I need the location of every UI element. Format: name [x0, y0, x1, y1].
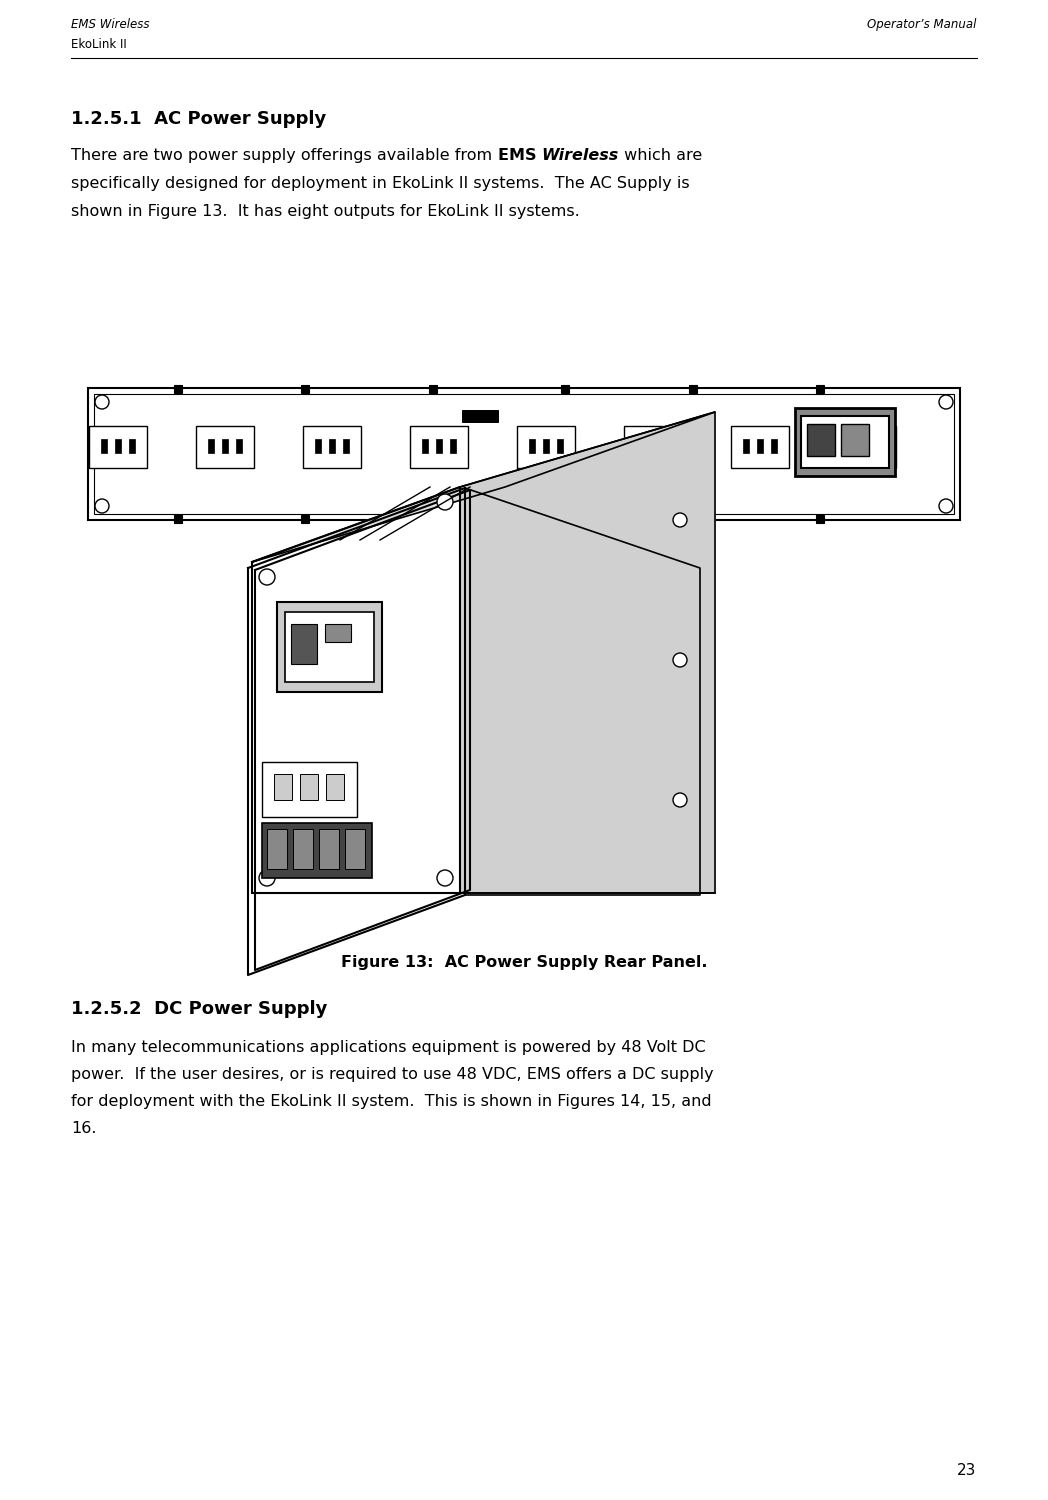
Bar	[689, 514, 697, 523]
Bar	[840, 424, 869, 456]
Bar	[877, 440, 883, 453]
Bar	[462, 410, 498, 422]
Bar	[850, 440, 855, 453]
Text: EMS: EMS	[498, 148, 542, 164]
Text: EkoLink II: EkoLink II	[71, 38, 127, 51]
Bar	[222, 440, 227, 453]
Text: Figure 13:  AC Power Supply Rear Panel.: Figure 13: AC Power Supply Rear Panel.	[341, 956, 707, 970]
Bar	[196, 426, 254, 468]
Circle shape	[673, 652, 687, 668]
Bar	[517, 426, 574, 468]
Bar	[301, 514, 309, 523]
Bar	[101, 440, 107, 453]
Bar	[816, 386, 824, 393]
Bar	[274, 774, 292, 800]
Bar	[325, 624, 351, 642]
Bar	[543, 440, 549, 453]
Circle shape	[939, 500, 953, 513]
Text: OUTPUT: OUTPUT	[464, 416, 496, 422]
Bar	[326, 774, 344, 800]
Bar	[293, 830, 313, 868]
Text: specifically designed for deployment in EkoLink II systems.  The AC Supply is: specifically designed for deployment in …	[71, 176, 690, 190]
Bar	[429, 386, 437, 393]
Text: for deployment with the EkoLink II system.  This is shown in Figures 14, 15, and: for deployment with the EkoLink II syste…	[71, 1094, 712, 1108]
Bar	[730, 426, 788, 468]
Bar	[410, 426, 467, 468]
Bar	[807, 424, 835, 456]
Bar	[343, 440, 349, 453]
Bar	[94, 394, 954, 514]
Polygon shape	[248, 488, 465, 975]
Circle shape	[939, 394, 953, 410]
Bar	[663, 440, 670, 453]
Bar	[319, 830, 339, 868]
Bar	[837, 426, 896, 468]
Bar	[329, 440, 335, 453]
Bar	[314, 440, 321, 453]
Bar	[650, 440, 656, 453]
Polygon shape	[460, 413, 715, 892]
Circle shape	[437, 870, 453, 886]
Bar	[421, 440, 428, 453]
Circle shape	[673, 513, 687, 526]
Bar	[291, 624, 316, 664]
Bar	[561, 386, 569, 393]
Circle shape	[95, 500, 109, 513]
Text: 16.: 16.	[71, 1120, 96, 1136]
Circle shape	[437, 494, 453, 510]
Bar	[89, 426, 147, 468]
Bar	[208, 440, 214, 453]
Text: shown in Figure 13.  It has eight outputs for EkoLink II systems.: shown in Figure 13. It has eight outputs…	[71, 204, 580, 219]
Polygon shape	[465, 488, 700, 896]
Bar	[174, 386, 182, 393]
Text: Wireless: Wireless	[542, 148, 619, 164]
Text: Operator’s Manual: Operator’s Manual	[868, 18, 977, 32]
Bar	[236, 440, 242, 453]
Text: 1.2.5.2  DC Power Supply: 1.2.5.2 DC Power Supply	[71, 1000, 328, 1018]
Bar	[303, 426, 361, 468]
Bar	[301, 386, 309, 393]
Text: EMS Wireless: EMS Wireless	[71, 18, 150, 32]
Bar	[743, 440, 748, 453]
Bar	[262, 824, 372, 878]
Polygon shape	[252, 413, 715, 562]
Bar	[636, 440, 641, 453]
Text: In many telecommunications applications equipment is powered by 48 Volt DC: In many telecommunications applications …	[71, 1040, 706, 1054]
Text: There are two power supply offerings available from: There are two power supply offerings ava…	[71, 148, 498, 164]
Circle shape	[95, 394, 109, 410]
Circle shape	[259, 568, 275, 585]
Polygon shape	[255, 490, 470, 970]
Bar	[129, 440, 135, 453]
Bar	[277, 602, 383, 692]
Bar	[115, 440, 121, 453]
Bar	[429, 514, 437, 523]
Bar	[529, 440, 534, 453]
Bar	[300, 774, 318, 800]
Bar	[556, 440, 563, 453]
Bar	[561, 514, 569, 523]
Text: 1.2.5.1  AC Power Supply: 1.2.5.1 AC Power Supply	[71, 110, 327, 128]
Polygon shape	[252, 488, 460, 892]
Bar	[864, 440, 870, 453]
Bar	[174, 514, 182, 523]
Bar	[795, 408, 895, 476]
Bar	[262, 762, 357, 818]
Bar	[757, 440, 763, 453]
Text: 23: 23	[958, 1462, 977, 1478]
Bar	[624, 426, 681, 468]
Bar	[88, 388, 960, 520]
Text: power.  If the user desires, or is required to use 48 VDC, EMS offers a DC suppl: power. If the user desires, or is requir…	[71, 1066, 714, 1082]
Circle shape	[673, 794, 687, 807]
Circle shape	[259, 870, 275, 886]
Bar	[436, 440, 442, 453]
Text: which are: which are	[619, 148, 702, 164]
Bar	[450, 440, 456, 453]
Bar	[285, 612, 374, 682]
Bar	[770, 440, 777, 453]
Bar	[267, 830, 287, 868]
Bar	[689, 386, 697, 393]
Bar	[816, 514, 824, 523]
Bar	[801, 416, 889, 468]
Bar	[345, 830, 365, 868]
